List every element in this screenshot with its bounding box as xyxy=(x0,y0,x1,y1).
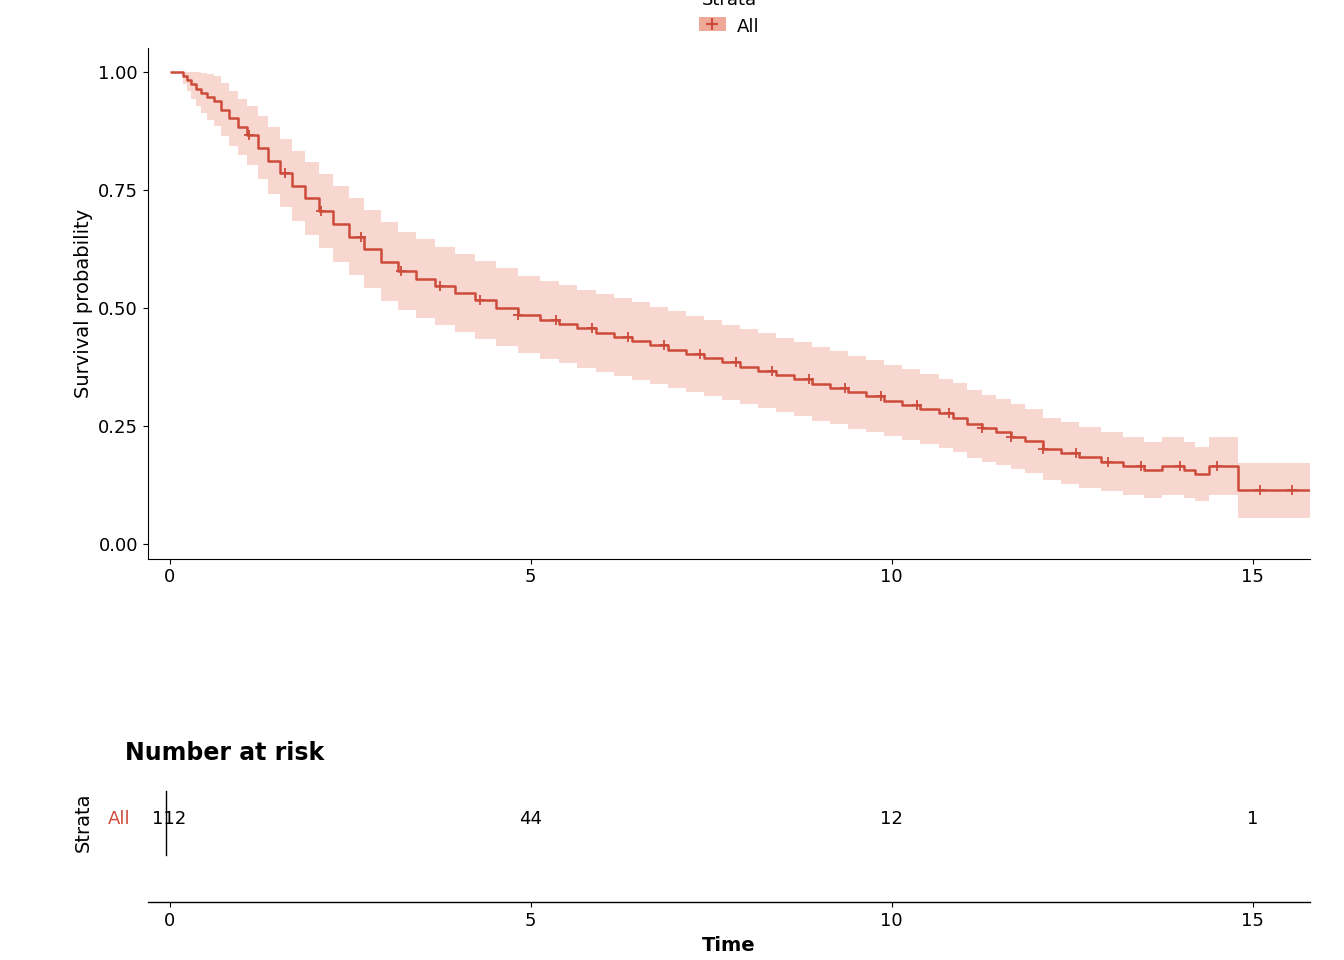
Text: Number at risk: Number at risk xyxy=(125,741,324,765)
Text: 1: 1 xyxy=(1247,809,1258,828)
Text: 112: 112 xyxy=(152,809,187,828)
Text: 44: 44 xyxy=(519,809,542,828)
X-axis label: Time: Time xyxy=(703,936,755,954)
Y-axis label: Strata: Strata xyxy=(74,793,93,852)
Legend: All: All xyxy=(699,0,759,36)
Text: 12: 12 xyxy=(880,809,903,828)
Text: All: All xyxy=(108,809,130,828)
Y-axis label: Survival probability: Survival probability xyxy=(74,208,93,397)
